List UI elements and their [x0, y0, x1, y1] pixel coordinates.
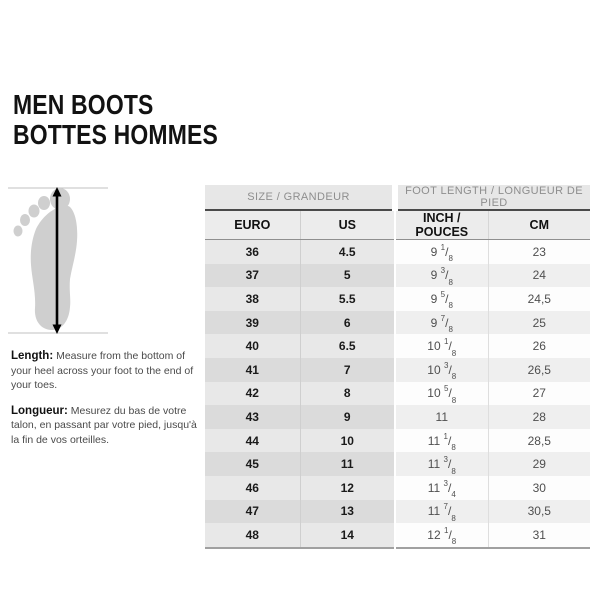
longueur-label: Longueur: [11, 404, 68, 417]
table-row: 40 6.5 10 1/8 26 [205, 334, 591, 358]
group-header-size: SIZE / GRANDEUR [205, 185, 396, 211]
cell-us: 5.5 [299, 287, 396, 311]
cell-cm: 26 [487, 334, 591, 358]
table-row: 46 12 11 3/4 30 [205, 475, 591, 500]
cell-inch: 11 [394, 405, 489, 429]
cell-inch: 9 7/8 [394, 310, 489, 335]
length-arrow-icon [52, 187, 62, 334]
cell-us: 14 [299, 523, 396, 548]
cell-cm: 27 [487, 381, 591, 406]
table-row: 45 11 11 3/8 29 [205, 452, 591, 476]
cell-euro: 47 [205, 499, 300, 524]
cell-euro: 45 [205, 452, 300, 476]
cell-euro: 42 [205, 381, 300, 406]
cell-cm: 23 [487, 239, 591, 264]
cell-us: 10 [299, 428, 396, 453]
page-title-line1: MEN BOOTS [13, 89, 154, 120]
page-title-line2: BOTTES HOMMES [13, 119, 218, 150]
cell-euro: 40 [205, 334, 300, 358]
table-row: 37 5 9 3/8 24 [205, 263, 591, 288]
length-text: Measure from the bottom of your heel acr… [11, 350, 194, 391]
longueur-instruction: Longueur: Mesurez du bas de votre talon,… [11, 404, 207, 448]
cell-euro: 46 [205, 475, 300, 500]
page-title: MEN BOOTS BOTTES HOMMES [13, 90, 218, 150]
cell-inch: 11 1/8 [394, 428, 489, 453]
table-row: 38 5.5 9 5/8 24,5 [205, 287, 591, 311]
table-row: 48 14 12 1/8 31 [205, 523, 591, 548]
cell-euro: 36 [205, 239, 300, 264]
cell-euro: 44 [205, 428, 300, 453]
column-header-euro: EURO [205, 210, 300, 240]
cell-us: 6 [299, 310, 396, 335]
table-row: 44 10 11 1/8 28,5 [205, 428, 591, 453]
cell-euro: 38 [205, 287, 300, 311]
column-header-inch: INCH / POUCES [394, 210, 489, 240]
size-table-body: 36 4.5 9 1/8 23 37 5 9 3/8 24 38 5.5 9 5/8 24,5 39 6 9… [205, 239, 591, 548]
cell-us: 6.5 [299, 334, 396, 358]
cell-inch: 12 1/8 [394, 523, 489, 548]
column-header-us: US [299, 210, 396, 240]
length-label: Length: [11, 350, 54, 362]
cell-cm: 30,5 [487, 499, 591, 524]
column-header-cm: CM [487, 210, 591, 240]
cell-us: 8 [299, 381, 396, 406]
cell-euro: 48 [205, 523, 300, 548]
cell-inch: 11 7/8 [394, 499, 489, 524]
cell-us: 9 [299, 405, 396, 429]
cell-us: 5 [299, 263, 396, 288]
cell-euro: 39 [205, 310, 300, 335]
cell-inch: 10 5/8 [394, 381, 489, 406]
cell-cm: 30 [487, 475, 591, 500]
cell-us: 13 [299, 499, 396, 524]
cell-us: 11 [299, 452, 396, 476]
table-row: 36 4.5 9 1/8 23 [205, 239, 591, 264]
cell-inch: 10 1/8 [394, 334, 489, 358]
size-conversion-table: SIZE / GRANDEUR FOOT LENGTH / LONGUEUR D… [205, 185, 591, 549]
table-row: 47 13 11 7/8 30,5 [205, 499, 591, 524]
cell-inch: 9 5/8 [394, 287, 489, 311]
cell-euro: 43 [205, 405, 300, 429]
longueur-text: Mesurez du bas de votre talon, en passan… [11, 404, 197, 446]
cell-us: 4.5 [299, 239, 396, 264]
length-instruction: Length: Measure from the bottom of your … [11, 349, 207, 393]
group-header-row: SIZE / GRANDEUR FOOT LENGTH / LONGUEUR D… [205, 185, 591, 211]
cell-us: 12 [299, 475, 396, 500]
table-row: 42 8 10 5/8 27 [205, 381, 591, 406]
column-header-row: EURO US INCH / POUCES CM [205, 210, 591, 240]
cell-inch: 11 3/8 [394, 452, 489, 476]
cell-cm: 24 [487, 263, 591, 288]
group-header-foot-length: FOOT LENGTH / LONGUEUR DE PIED [392, 185, 591, 211]
cell-inch: 9 3/8 [394, 263, 489, 288]
cell-cm: 29 [487, 452, 591, 476]
table-row: 39 6 9 7/8 25 [205, 310, 591, 335]
cell-inch: 10 3/8 [394, 357, 489, 382]
table-row: 41 7 10 3/8 26,5 [205, 357, 591, 382]
cell-cm: 26,5 [487, 357, 591, 382]
cell-cm: 28 [487, 405, 591, 429]
measuring-instructions: Length: Measure from the bottom of your … [11, 349, 207, 458]
cell-euro: 41 [205, 357, 300, 382]
foot-measurement-diagram [8, 187, 108, 334]
cell-euro: 37 [205, 263, 300, 288]
foot-silhouette [13, 188, 78, 330]
cell-cm: 25 [487, 310, 591, 335]
cell-us: 7 [299, 357, 396, 382]
cell-cm: 28,5 [487, 428, 591, 453]
cell-inch: 9 1/8 [394, 239, 489, 264]
table-row: 43 9 11 28 [205, 405, 591, 429]
cell-cm: 31 [487, 523, 591, 548]
cell-cm: 24,5 [487, 287, 591, 311]
cell-inch: 11 3/4 [394, 475, 489, 500]
